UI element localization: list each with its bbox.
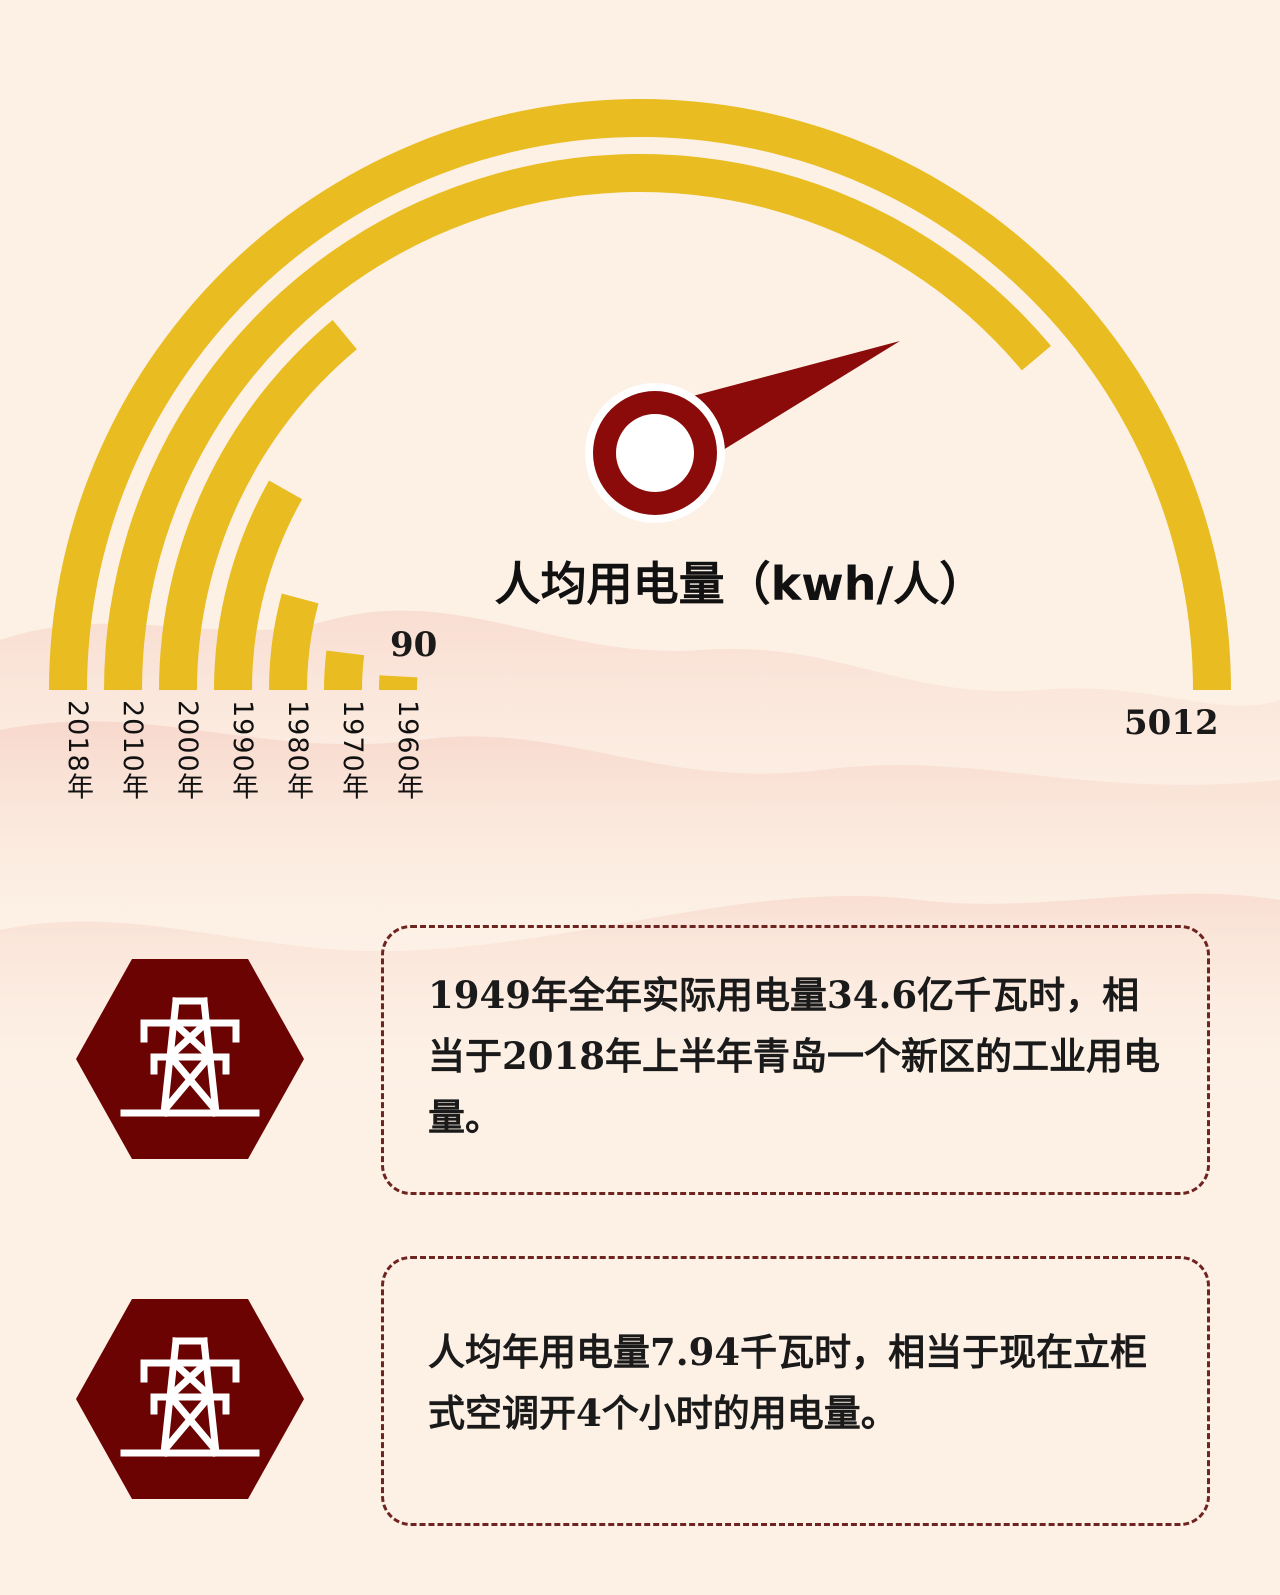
- chart-title: 人均用电量（kwh/人）: [494, 557, 986, 611]
- year-label: 2010年: [117, 700, 148, 801]
- power-tower-icon: [76, 1299, 304, 1499]
- power-tower-icon: [76, 959, 304, 1159]
- year-label: 2018年: [62, 700, 93, 801]
- year-label: 1980年: [282, 700, 313, 801]
- year-label: 1990年: [227, 700, 258, 801]
- bar-1990年: [214, 480, 303, 690]
- year-label: 1970年: [337, 700, 368, 801]
- mountain-mist-decoration: [0, 610, 1280, 1120]
- bar-2000年: [159, 320, 357, 690]
- note-text: 人均年用电量7.94千瓦时，相当于现在立柜式空调开4个小时的用电量。: [428, 1330, 1148, 1435]
- note-text: 1949年全年实际用电量34.6亿千瓦时，相当于2018年上半年青岛一个新区的工…: [428, 973, 1160, 1139]
- value-label-2018: 5012: [1124, 703, 1219, 743]
- value-label-1960: 90: [390, 625, 438, 665]
- year-label: 2000年: [172, 700, 203, 801]
- bar-2010年: [104, 153, 1051, 691]
- bar-group: [49, 99, 1231, 691]
- year-label: 1960年: [392, 700, 423, 801]
- note-box: [381, 925, 1210, 1195]
- bar-1980年: [269, 593, 319, 690]
- note-box: [381, 1256, 1210, 1526]
- bar-1960年: [379, 675, 418, 690]
- gauge-needle: [585, 341, 900, 523]
- bar-1970年: [324, 650, 365, 690]
